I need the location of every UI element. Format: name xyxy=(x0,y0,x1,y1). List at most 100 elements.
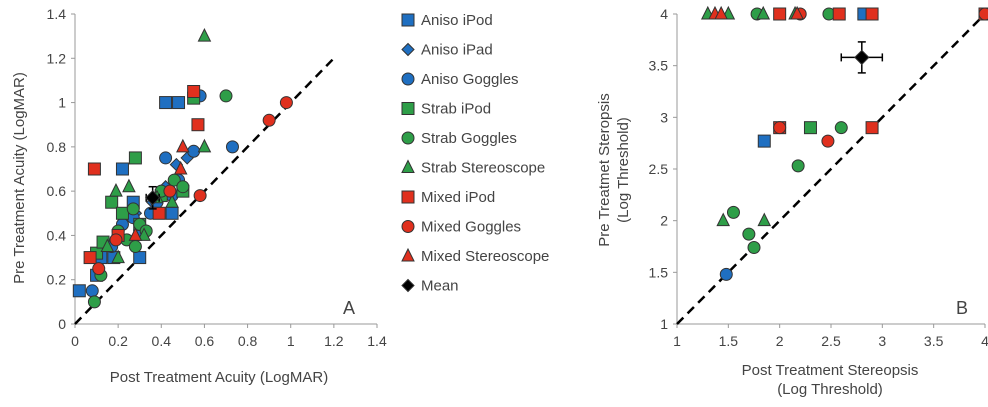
strab-goggles-point xyxy=(87,295,101,309)
strab-goggles-point xyxy=(176,180,190,194)
legend-label: Strab Goggles xyxy=(421,130,517,147)
panel-a-ticks: 0 0.2 0.4 0.6 0.8 1 1.2 1.4 0 0.2 0.4 0.6 0.8 1 1.2 1.4 xyxy=(47,6,387,349)
y-tick-label: 1 xyxy=(660,316,668,332)
legend-item: Mixed Goggles xyxy=(401,219,521,236)
y-tick-label: 0.2 xyxy=(47,272,67,288)
legend-marker xyxy=(401,42,415,57)
legend-item: Mean xyxy=(401,278,459,295)
mixed-goggles-point xyxy=(821,134,835,148)
legend-label: Aniso Goggles xyxy=(421,71,519,88)
strab-stereoscope-point xyxy=(165,194,179,208)
x-tick-label: 2 xyxy=(776,333,784,349)
legend-item: Mixed Stereoscope xyxy=(401,247,549,265)
strab-ipod-point xyxy=(105,195,119,209)
x-tick-label: 1 xyxy=(287,333,295,349)
mixed-ipod-point xyxy=(865,7,879,21)
strab-ipod-point xyxy=(115,206,129,220)
x-tick-label: 0.6 xyxy=(195,333,215,349)
legend-item: Aniso iPad xyxy=(401,42,493,59)
y-tick-label: 1.5 xyxy=(649,264,669,280)
mixed-ipod-point xyxy=(187,85,201,98)
aniso-ipod-point xyxy=(133,251,147,265)
x-tick-label: 0.4 xyxy=(152,333,172,349)
panel-a-letter: A xyxy=(343,298,355,318)
mixed-ipod-point xyxy=(832,7,846,21)
y-tick-label: 3 xyxy=(660,109,668,125)
mixed-goggles-point xyxy=(92,262,106,276)
mixed-stereoscope-point xyxy=(790,5,804,20)
mixed-ipod-point xyxy=(87,162,101,176)
legend-marker xyxy=(401,159,415,173)
panel-b-identity-line xyxy=(676,13,986,325)
legend: Aniso iPod Aniso iPad Aniso Goggles Strab i… xyxy=(401,12,549,295)
panel-b: 1 1.5 2 2.5 3 3.5 4 1 1.5 2 2.5 3 3.5 4 Post Treatmen… xyxy=(596,5,988,398)
panel-a-marks xyxy=(72,28,335,325)
aniso-ipod-point xyxy=(165,206,179,220)
legend-item: Strab iPod xyxy=(401,101,491,118)
y-tick-label: 2 xyxy=(660,213,668,229)
panel-b-x-axis-title-line2: (Log Threshold) xyxy=(777,381,883,398)
legend-marker xyxy=(401,102,415,115)
strab-ipod-point xyxy=(128,151,142,165)
legend-marker xyxy=(401,190,415,204)
mixed-ipod-point xyxy=(191,118,205,132)
mixed-goggles-point xyxy=(262,113,276,127)
strab-goggles-point xyxy=(128,240,142,253)
mixed-goggles-point xyxy=(109,233,123,247)
aniso-ipod-point xyxy=(172,96,186,110)
mixed-stereoscope-point xyxy=(173,160,188,175)
y-tick-label: 1 xyxy=(58,95,66,111)
panel-b-y-axis-title-line2: (Log Threshold) xyxy=(615,117,632,223)
y-tick-label: 2.5 xyxy=(649,161,669,177)
legend-marker xyxy=(401,247,415,262)
aniso-ipod-point xyxy=(115,162,129,176)
legend-label: Strab iPod xyxy=(421,101,491,118)
legend-label: Mixed iPod xyxy=(421,189,495,206)
strab-stereoscope-point xyxy=(100,238,115,252)
mixed-stereoscope-point xyxy=(128,227,143,241)
legend-label: Mean xyxy=(421,278,459,295)
legend-item: Strab Goggles xyxy=(401,130,517,147)
aniso-goggles-point xyxy=(159,151,173,165)
x-tick-label: 1.4 xyxy=(367,333,387,349)
panel-b-marks xyxy=(676,5,988,325)
legend-label: Mixed Stereoscope xyxy=(421,248,549,265)
x-tick-label: 0.2 xyxy=(108,333,128,349)
legend-marker xyxy=(401,131,415,145)
y-tick-label: 3.5 xyxy=(649,58,669,74)
legend-label: Mixed Goggles xyxy=(421,219,521,236)
strab-goggles-point xyxy=(126,202,140,216)
legend-marker xyxy=(401,220,415,233)
strab-goggles-point xyxy=(726,205,740,219)
mixed-goggles-point xyxy=(163,184,177,198)
aniso-ipod-point xyxy=(159,96,173,110)
panel-a-axes xyxy=(74,14,377,325)
x-tick-label: 0.8 xyxy=(238,333,258,349)
x-tick-label: 0 xyxy=(71,333,79,349)
strab-stereoscope-point xyxy=(756,5,771,20)
aniso-goggles-point xyxy=(225,140,239,154)
mean-point xyxy=(144,190,161,206)
mixed-ipod-point xyxy=(773,7,787,21)
panel-b-y-axis-title-line1: Pre Treatmet Steropsis xyxy=(596,93,613,246)
strab-ipod-point xyxy=(803,121,817,135)
y-tick-label: 0.8 xyxy=(47,139,67,155)
y-tick-label: 0.6 xyxy=(47,183,67,199)
x-tick-label: 3 xyxy=(878,333,886,349)
mixed-goggles-point xyxy=(193,189,207,203)
mixed-goggles-point xyxy=(773,121,787,135)
mixed-ipod-point xyxy=(865,121,879,135)
mixed-goggles-point xyxy=(279,96,293,110)
y-tick-label: 0 xyxy=(58,316,66,332)
strab-stereoscope-point xyxy=(137,227,151,241)
strab-stereoscope-point xyxy=(111,249,125,264)
x-tick-label: 1 xyxy=(673,333,681,349)
aniso-goggles-point xyxy=(85,284,99,298)
panel-b-ticks: 1 1.5 2 2.5 3 3.5 4 1 1.5 2 2.5 3 3.5 4 xyxy=(649,6,988,349)
legend-item: Strab Stereoscope xyxy=(401,159,545,177)
aniso-goggles-point xyxy=(719,267,733,281)
mixed-stereoscope-point xyxy=(176,138,190,153)
legend-item: Aniso Goggles xyxy=(401,71,519,88)
mixed-goggles-point xyxy=(978,7,988,21)
